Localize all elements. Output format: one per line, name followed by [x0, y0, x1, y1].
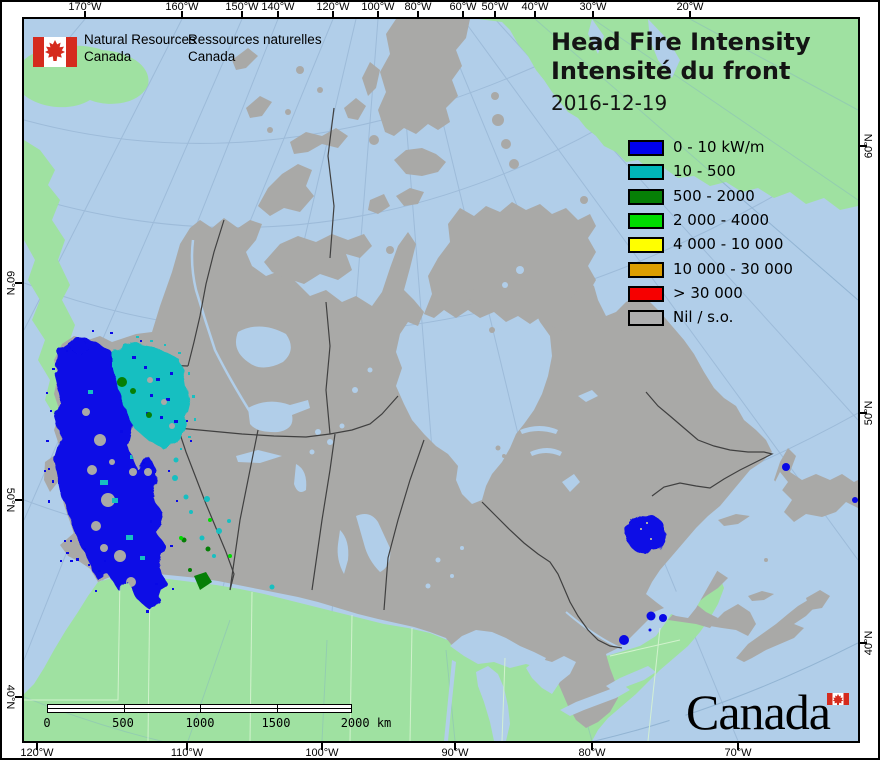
- tick-bottom: [36, 743, 38, 750]
- scale-label: 1500: [261, 716, 291, 730]
- tick-bottom: [591, 743, 593, 750]
- legend-swatch: [628, 310, 664, 326]
- map-canvas: [24, 19, 858, 741]
- axis-label-right: 60°N: [863, 133, 875, 159]
- axis-label-top: 150°W: [225, 1, 259, 13]
- canada-wordmark: Canada: [686, 687, 849, 737]
- legend-swatch: [628, 140, 664, 156]
- axis-label-bottom: 80°W: [578, 747, 606, 759]
- scale-bar-divider: [124, 705, 125, 712]
- logo-text-fr: Ressources naturelles Canada: [188, 31, 322, 65]
- axis-label-top: 50°W: [481, 1, 509, 13]
- axis-label-right: 40°N: [863, 630, 875, 656]
- logo-en-line1: Natural Resources: [84, 32, 196, 47]
- axis-label-top: 60°W: [449, 1, 477, 13]
- tick-bottom: [737, 743, 739, 750]
- fire-intensity-layer: [44, 330, 858, 645]
- axis-label-top: 80°W: [404, 1, 432, 13]
- canada-flag-icon: [33, 37, 77, 67]
- axis-label-bottom: 70°W: [724, 747, 752, 759]
- axis-label-right: 50°N: [863, 400, 875, 426]
- lakes: [44, 266, 688, 741]
- legend-label: 10 - 500: [673, 162, 736, 180]
- legend-swatch: [628, 237, 664, 253]
- st-lawrence-river: [664, 472, 788, 618]
- other-land: [24, 19, 858, 741]
- tick-top: [462, 11, 464, 18]
- legend-swatch: [628, 262, 664, 278]
- tick-top: [241, 11, 243, 18]
- logo-fr-line2: Canada: [188, 49, 236, 64]
- tick-top: [592, 11, 594, 18]
- tick-right: [860, 412, 867, 414]
- logo-en-line2: Canada: [84, 49, 132, 64]
- axis-label-top: 100°W: [361, 1, 395, 13]
- province-boundaries: [103, 107, 774, 649]
- tick-top: [534, 11, 536, 18]
- axis-label-top: 120°W: [316, 1, 350, 13]
- title-line-fr: Intensité du front: [551, 57, 791, 85]
- map-title: Head Fire Intensity Intensité du front 2…: [551, 28, 811, 115]
- wordmark-text: Canada: [686, 684, 831, 740]
- tick-top: [332, 11, 334, 18]
- axis-label-left: 40°N: [4, 684, 16, 710]
- legend-swatch: [628, 286, 664, 302]
- scale-label: 0: [43, 716, 51, 730]
- legend-label: 2 000 - 4000: [673, 211, 770, 229]
- axis-label-bottom: 110°W: [170, 747, 204, 759]
- tick-bottom: [454, 743, 456, 750]
- axis-label-top: 40°W: [521, 1, 549, 13]
- greenland-inlets: [588, 19, 680, 78]
- legend-label: Nil / s.o.: [673, 308, 734, 326]
- axis-label-top: 30°W: [579, 1, 607, 13]
- legend-label: 4 000 - 10 000: [673, 235, 784, 253]
- scale-bar-divider: [277, 705, 278, 712]
- tick-left: [15, 696, 22, 698]
- tick-top: [277, 11, 279, 18]
- tick-left: [15, 282, 22, 284]
- axis-label-bottom: 100°W: [305, 747, 339, 759]
- axis-label-top: 170°W: [68, 1, 102, 13]
- legend-swatch: [628, 213, 664, 229]
- tick-top: [417, 11, 419, 18]
- tick-top: [181, 11, 183, 18]
- logo-text-en: Natural Resources Canada: [84, 31, 196, 65]
- scale-label: 500: [112, 716, 134, 730]
- legend-swatch: [628, 164, 664, 180]
- legend-label: 500 - 2000: [673, 187, 755, 205]
- logo-fr-line1: Ressources naturelles: [188, 32, 322, 47]
- scale-label: 1000: [185, 716, 215, 730]
- tick-right: [860, 145, 867, 147]
- tick-top: [689, 11, 691, 18]
- axis-label-top: 140°W: [261, 1, 295, 13]
- legend-label: 10 000 - 30 000: [673, 260, 793, 278]
- tick-top: [84, 11, 86, 18]
- legend-swatch: [628, 189, 664, 205]
- tick-top: [494, 11, 496, 18]
- scale-bar-midline: [48, 708, 351, 709]
- axis-label-top: 160°W: [165, 1, 199, 13]
- tick-right: [860, 642, 867, 644]
- legend-label: 0 - 10 kW/m: [673, 138, 765, 156]
- legend-label: > 30 000: [673, 284, 743, 302]
- axis-label-top: 20°W: [676, 1, 704, 13]
- title-date: 2016-12-19: [551, 91, 668, 115]
- tick-top: [377, 11, 379, 18]
- tick-bottom: [186, 743, 188, 750]
- axis-label-left: 50°N: [4, 487, 16, 513]
- title-line-en: Head Fire Intensity: [551, 28, 811, 56]
- scale-label: 2000 km: [340, 716, 392, 730]
- tick-left: [15, 499, 22, 501]
- rivers: [190, 239, 621, 649]
- tick-bottom: [321, 743, 323, 750]
- canada-flag-icon: [827, 693, 849, 705]
- scale-bar-divider: [200, 705, 201, 712]
- scale-bar: [47, 704, 352, 713]
- axis-label-left: 60°N: [4, 270, 16, 296]
- axis-label-bottom: 90°W: [441, 747, 469, 759]
- axis-label-bottom: 120°W: [20, 747, 54, 759]
